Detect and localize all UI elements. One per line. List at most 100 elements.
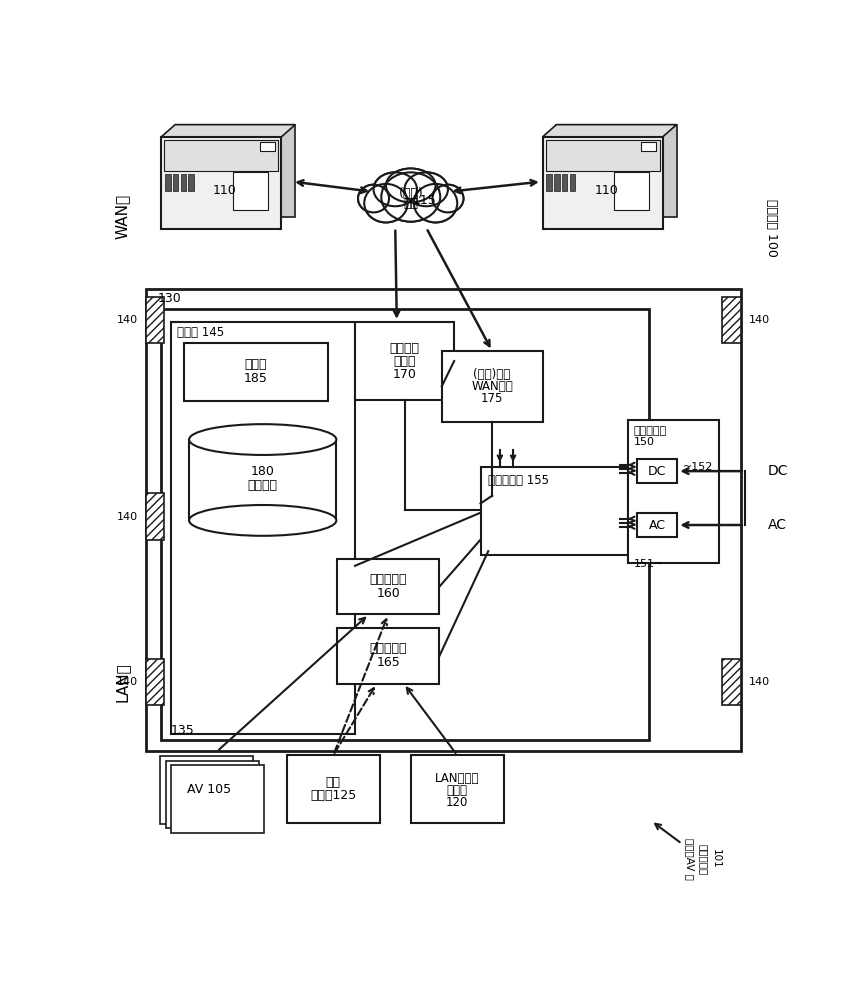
Polygon shape — [175, 125, 295, 217]
Bar — [161, 309, 649, 740]
Text: 140: 140 — [748, 677, 770, 687]
Text: 生态系统 100: 生态系统 100 — [765, 199, 778, 257]
Text: 175: 175 — [481, 392, 503, 405]
Bar — [146, 297, 164, 343]
Text: 185: 185 — [244, 372, 267, 385]
Bar — [161, 756, 253, 824]
Bar — [562, 174, 568, 191]
Ellipse shape — [415, 185, 456, 221]
Text: 网关路由器 155: 网关路由器 155 — [488, 474, 549, 487]
Text: 140: 140 — [117, 315, 138, 325]
Text: WAN侧: WAN侧 — [115, 194, 130, 239]
Bar — [411, 755, 503, 823]
Bar — [189, 440, 337, 520]
Text: (多个)有线: (多个)有线 — [474, 368, 510, 381]
Bar — [481, 466, 628, 555]
Text: AV 105: AV 105 — [187, 783, 231, 796]
Text: 蜂窝调制: 蜂窝调制 — [390, 342, 419, 355]
Ellipse shape — [358, 185, 389, 212]
Bar — [170, 322, 355, 734]
Bar — [641, 142, 656, 151]
Text: 控制器 145: 控制器 145 — [177, 326, 224, 339]
Text: 130: 130 — [157, 292, 181, 305]
Bar — [554, 174, 560, 191]
Ellipse shape — [414, 184, 457, 222]
Text: DC: DC — [768, 464, 788, 478]
Bar — [614, 172, 649, 210]
Text: 网络: 网络 — [404, 197, 418, 210]
Bar — [260, 142, 275, 151]
Text: 140: 140 — [748, 315, 770, 325]
Text: LAN设备和: LAN设备和 — [435, 772, 479, 785]
Text: 处理器: 处理器 — [245, 358, 267, 371]
Bar — [188, 174, 194, 191]
Bar — [337, 559, 439, 614]
Bar — [181, 174, 186, 191]
Text: 170: 170 — [392, 368, 417, 381]
Bar — [569, 174, 575, 191]
Text: 165: 165 — [377, 656, 400, 669]
Text: 电源适配器: 电源适配器 — [634, 426, 667, 436]
Text: 天气: 天气 — [326, 776, 341, 789]
Bar — [146, 493, 164, 540]
Text: 140: 140 — [117, 512, 138, 522]
Text: 解调器: 解调器 — [393, 355, 416, 368]
Text: LAN侧: LAN侧 — [115, 662, 130, 702]
Ellipse shape — [365, 185, 406, 221]
Bar — [164, 140, 279, 171]
Bar — [637, 459, 677, 483]
Ellipse shape — [405, 174, 447, 205]
Ellipse shape — [386, 169, 436, 202]
Bar — [628, 420, 720, 563]
Text: 传感器125: 传感器125 — [310, 789, 357, 802]
Ellipse shape — [404, 172, 448, 206]
Bar — [542, 137, 662, 229]
Text: DC: DC — [648, 465, 667, 478]
Text: ~152: ~152 — [682, 462, 713, 472]
Bar — [286, 755, 380, 823]
Bar — [184, 343, 328, 401]
Bar — [166, 761, 259, 828]
Ellipse shape — [365, 184, 408, 222]
Bar — [161, 137, 281, 229]
Text: 115: 115 — [413, 194, 437, 207]
Bar — [171, 765, 264, 833]
Text: 便携式AV 台: 便携式AV 台 — [685, 838, 694, 880]
Text: 有线适配器: 有线适配器 — [370, 642, 407, 655]
Text: 140: 140 — [117, 677, 138, 687]
Bar — [165, 174, 170, 191]
Ellipse shape — [189, 424, 337, 455]
Bar — [146, 659, 164, 705]
Bar — [146, 289, 741, 751]
Polygon shape — [542, 125, 676, 137]
Bar — [355, 322, 454, 400]
Bar — [546, 174, 552, 191]
Text: 160: 160 — [377, 587, 400, 600]
Bar — [337, 628, 439, 684]
Bar — [722, 659, 741, 705]
Bar — [233, 172, 268, 210]
Bar — [442, 351, 542, 422]
Text: AC: AC — [768, 518, 787, 532]
Text: (多个): (多个) — [398, 187, 423, 200]
Bar — [546, 140, 660, 171]
Ellipse shape — [373, 172, 417, 206]
Text: AC: AC — [648, 519, 666, 532]
Ellipse shape — [375, 174, 416, 205]
Text: 151~: 151~ — [634, 559, 664, 569]
Ellipse shape — [387, 170, 434, 201]
Text: 150: 150 — [634, 437, 655, 447]
Polygon shape — [161, 125, 295, 137]
Text: WAN端口: WAN端口 — [471, 380, 513, 393]
Text: 连接性平台: 连接性平台 — [699, 844, 708, 875]
Ellipse shape — [359, 186, 388, 211]
Text: 110: 110 — [213, 184, 237, 197]
Bar — [722, 297, 741, 343]
Text: 180: 180 — [251, 465, 274, 478]
Ellipse shape — [383, 174, 439, 220]
Ellipse shape — [189, 505, 337, 536]
Text: 135: 135 — [170, 724, 194, 737]
Text: 传感器: 传感器 — [447, 784, 468, 797]
Polygon shape — [556, 125, 676, 217]
Text: 无线适配器: 无线适配器 — [370, 573, 407, 586]
